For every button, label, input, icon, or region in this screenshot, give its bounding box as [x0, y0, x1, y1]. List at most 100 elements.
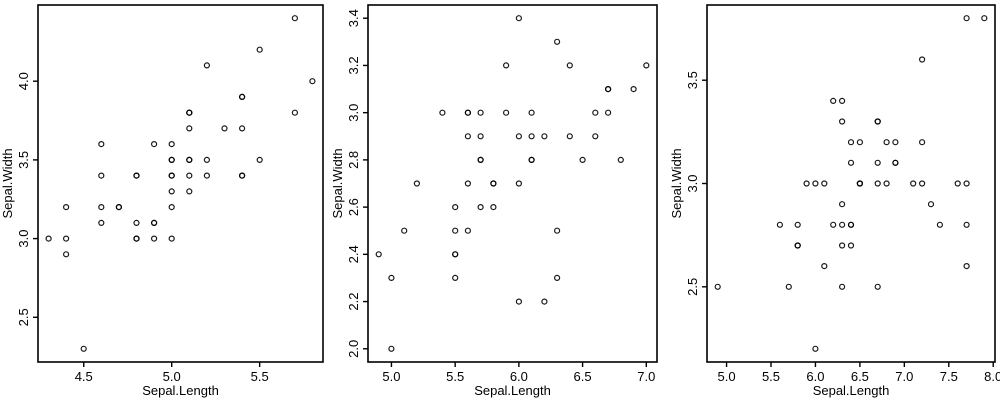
data-point	[605, 109, 612, 116]
y-tick-label: 3.0	[685, 174, 700, 192]
data-point	[291, 15, 298, 22]
data-point	[963, 221, 970, 228]
data-point	[62, 235, 70, 242]
x-tick-label: 5.0	[382, 369, 400, 384]
data-point	[477, 109, 484, 116]
data-point	[256, 46, 263, 53]
data-point	[714, 283, 721, 290]
data-point	[401, 227, 408, 234]
data-point	[503, 62, 510, 69]
data-point	[554, 227, 561, 234]
plot-box	[37, 4, 324, 363]
y-axis-label: Sepal.Width	[0, 148, 15, 218]
y-tick-label: 2.5	[16, 308, 31, 326]
data-point	[874, 180, 881, 187]
data-point	[239, 172, 246, 179]
data-point	[910, 180, 917, 187]
plot-box	[706, 4, 996, 363]
x-tick-label: 6.0	[806, 369, 824, 384]
x-tick-label: 4.5	[75, 369, 93, 384]
data-point	[874, 159, 881, 166]
data-point	[830, 221, 837, 228]
y-tick-label: 3.5	[685, 71, 700, 89]
data-point	[133, 172, 140, 179]
data-point	[592, 109, 599, 116]
data-point	[62, 251, 70, 258]
data-point	[239, 125, 246, 132]
y-tick-label: 2.4	[346, 245, 361, 263]
data-point	[963, 263, 970, 270]
data-point	[464, 227, 471, 234]
data-point	[439, 109, 446, 116]
data-point	[62, 204, 70, 211]
data-point	[839, 118, 846, 125]
data-point	[927, 201, 935, 208]
data-point	[617, 156, 624, 163]
data-point	[856, 139, 863, 146]
data-point	[528, 109, 535, 116]
data-point	[839, 221, 846, 228]
data-point	[839, 242, 846, 249]
data-point	[452, 227, 459, 234]
scatter-plot-svg-2: 5.0 5.5 6.0 6.5 7.0 2.0 2.2 2.4 2.6 2.8 3.0 3.2 3.4 S…	[330, 4, 658, 398]
y-tick-label: 3.4	[346, 9, 361, 27]
data-point	[541, 298, 548, 305]
data-point	[883, 139, 890, 146]
data-point	[528, 133, 535, 140]
data-point	[168, 188, 175, 195]
y-tick-label: 2.5	[685, 278, 700, 296]
data-point	[477, 156, 484, 163]
data-point	[919, 56, 926, 63]
data-point	[592, 133, 599, 140]
data-point	[515, 298, 522, 305]
data-point	[168, 172, 175, 179]
data-point	[413, 180, 421, 187]
data-point	[388, 345, 395, 352]
scatter-plot-svg-3: 5.0 5.5 6.0 6.5 7.0 7.5 8.0 2.5 3.0 3.5 Sepal.Leng…	[669, 4, 1000, 398]
data-point	[579, 156, 586, 163]
data-point	[477, 204, 484, 211]
x-tick-label: 7.0	[895, 369, 913, 384]
x-tick-label: 6.0	[510, 369, 528, 384]
data-point	[847, 242, 855, 249]
data-point	[45, 235, 52, 242]
data-point	[605, 85, 612, 93]
data-point	[203, 62, 210, 69]
data-point	[981, 15, 988, 22]
data-point	[803, 180, 810, 187]
data-point	[98, 172, 105, 179]
x-tick-label: 7.0	[637, 369, 655, 384]
data-point	[812, 345, 819, 352]
y-tick-label: 2.2	[346, 293, 361, 311]
x-tick-label: 8.0	[984, 369, 1000, 384]
y-tick-label: 2.6	[346, 198, 361, 216]
data-point	[168, 235, 175, 242]
y-tick-label: 2.8	[346, 151, 361, 169]
data-point	[963, 180, 970, 187]
data-point	[794, 221, 801, 228]
data-point	[464, 180, 471, 187]
data-point	[794, 242, 801, 249]
data-point	[151, 219, 158, 226]
data-point	[452, 274, 459, 281]
data-point	[643, 62, 650, 69]
data-point	[821, 263, 828, 270]
y-axis-label: Sepal.Width	[669, 148, 684, 218]
data-point	[503, 109, 510, 116]
data-point	[839, 97, 846, 105]
data-point	[168, 141, 175, 148]
x-tick-label: 5.5	[446, 369, 464, 384]
data-point	[186, 172, 193, 179]
data-point	[309, 78, 316, 85]
data-point	[566, 62, 573, 69]
x-tick-label: 6.5	[574, 369, 592, 384]
data-point	[554, 274, 561, 281]
data-point	[186, 125, 193, 132]
data-point	[847, 159, 855, 166]
data-point	[186, 109, 193, 116]
data-point	[98, 219, 105, 226]
data-point	[168, 204, 175, 211]
x-tick-label: 6.5	[851, 369, 869, 384]
x-tick-label: 5.5	[251, 369, 269, 384]
data-point	[133, 235, 140, 242]
